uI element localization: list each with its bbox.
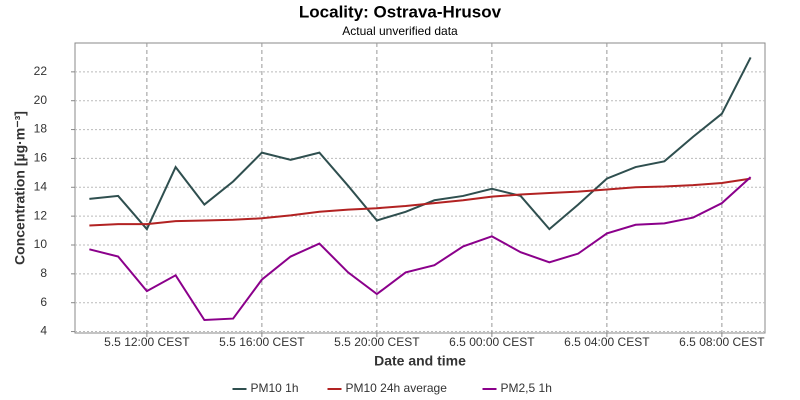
x-tick-label: 6.5 04:00 CEST	[564, 335, 650, 349]
series-line	[89, 56, 752, 231]
chart-title: Locality: Ostrava-Hrusov	[299, 2, 502, 21]
chart-subtitle: Actual unverified data	[342, 24, 458, 38]
x-tick-label: 5.5 16:00 CEST	[219, 335, 305, 349]
y-tick-label: 20	[34, 93, 48, 107]
series-line	[89, 177, 751, 227]
y-tick-label: 18	[34, 122, 48, 136]
y-tick-label: 16	[34, 151, 48, 165]
y-tick-label: 10	[34, 237, 48, 251]
x-tick-label: 6.5 08:00 CEST	[679, 335, 765, 349]
x-tick-label: 5.5 20:00 CEST	[334, 335, 420, 349]
y-tick-label: 14	[34, 179, 48, 193]
series-line	[89, 176, 752, 322]
legend-label: PM10 24h average	[346, 381, 448, 395]
x-axis-label: Date and time	[374, 353, 466, 369]
legend-label: PM10 1h	[251, 381, 299, 395]
x-tick-label: 6.5 00:00 CEST	[449, 335, 535, 349]
y-tick-label: 12	[34, 208, 48, 222]
y-tick-label: 4	[40, 324, 47, 338]
y-tick-label: 22	[34, 64, 48, 78]
x-tick-label: 5.5 12:00 CEST	[104, 335, 190, 349]
y-tick-label: 6	[40, 295, 47, 309]
legend-label: PM2,5 1h	[501, 381, 552, 395]
y-tick-label: 8	[40, 266, 47, 280]
y-axis-label: Concentration [µg·m⁻³]	[12, 111, 28, 265]
plot-frame	[74, 42, 766, 334]
